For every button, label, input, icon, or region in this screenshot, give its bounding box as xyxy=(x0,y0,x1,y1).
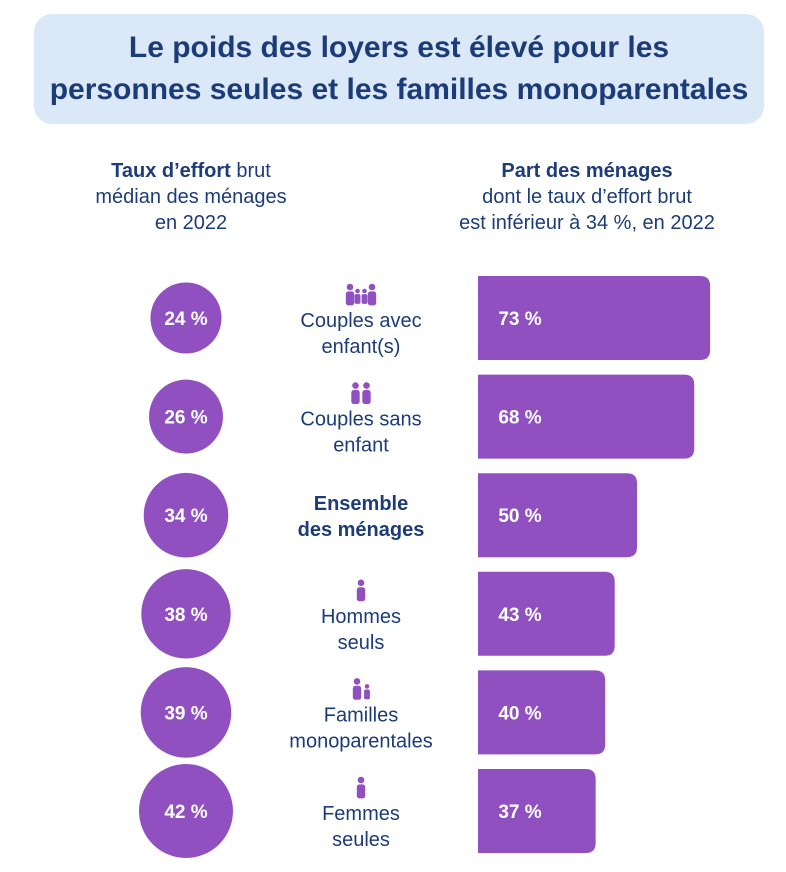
left-header-bold: Taux d’effort xyxy=(111,160,231,182)
category-label: Couples avec xyxy=(300,310,421,332)
title-box: Le poids des loyers est élevé pour les p… xyxy=(34,14,764,124)
right-header-line3: est inférieur à 34 %, en 2022 xyxy=(459,212,715,234)
single-parent-icon xyxy=(352,678,370,700)
category-label: Ensemble xyxy=(314,493,408,515)
right-header-line2: dont le taux d’effort brut xyxy=(482,186,692,208)
category-label: Familles xyxy=(324,704,398,726)
effort-circle xyxy=(141,569,231,659)
category-label: des ménages xyxy=(298,519,425,541)
person-icon xyxy=(356,579,366,602)
share-label: 68 % xyxy=(498,408,541,429)
category-label: enfant xyxy=(333,435,389,457)
right-column-header: Part des ménages dont le taux d’effort b… xyxy=(412,158,762,236)
left-column-header: Taux d’effort brut médian des ménages en… xyxy=(60,158,322,236)
category-label: seuls xyxy=(338,632,385,654)
category-label: Hommes xyxy=(321,606,401,628)
share-label: 43 % xyxy=(498,605,541,626)
effort-label: 42 % xyxy=(164,802,207,823)
chart-title: Le poids des loyers est élevé pour les p… xyxy=(49,31,749,106)
category-label: Couples sans xyxy=(300,409,421,431)
effort-label: 38 % xyxy=(164,605,207,626)
share-bar xyxy=(478,473,637,558)
effort-circle xyxy=(139,764,233,858)
couple-icon xyxy=(351,382,371,404)
effort-circle xyxy=(140,667,232,758)
effort-circle xyxy=(143,472,229,558)
effort-label: 26 % xyxy=(164,408,207,429)
left-header-line3: en 2022 xyxy=(154,212,228,234)
category-label: enfant(s) xyxy=(322,336,401,358)
family-icon xyxy=(345,283,377,306)
effort-label: 39 % xyxy=(164,703,207,724)
category-label: Femmes xyxy=(322,803,400,825)
category-label: seules xyxy=(332,829,390,851)
share-bar xyxy=(478,769,596,853)
share-bar xyxy=(478,571,615,656)
left-header-line2: médian des ménages xyxy=(95,186,287,208)
effort-circle xyxy=(150,282,222,354)
effort-label: 34 % xyxy=(164,506,207,527)
share-label: 37 % xyxy=(498,802,541,823)
share-label: 50 % xyxy=(498,506,541,527)
effort-label: 24 % xyxy=(164,309,207,330)
category-label: monoparentales xyxy=(289,730,432,752)
effort-circle xyxy=(149,379,223,454)
share-label: 40 % xyxy=(498,703,541,724)
share-bar xyxy=(478,276,711,360)
share-bar xyxy=(478,670,606,755)
person-icon xyxy=(356,776,366,799)
right-header-bold: Part des ménages xyxy=(501,160,673,182)
share-bar xyxy=(478,374,695,459)
share-label: 73 % xyxy=(498,309,541,330)
left-header-rest: brut xyxy=(230,160,271,182)
